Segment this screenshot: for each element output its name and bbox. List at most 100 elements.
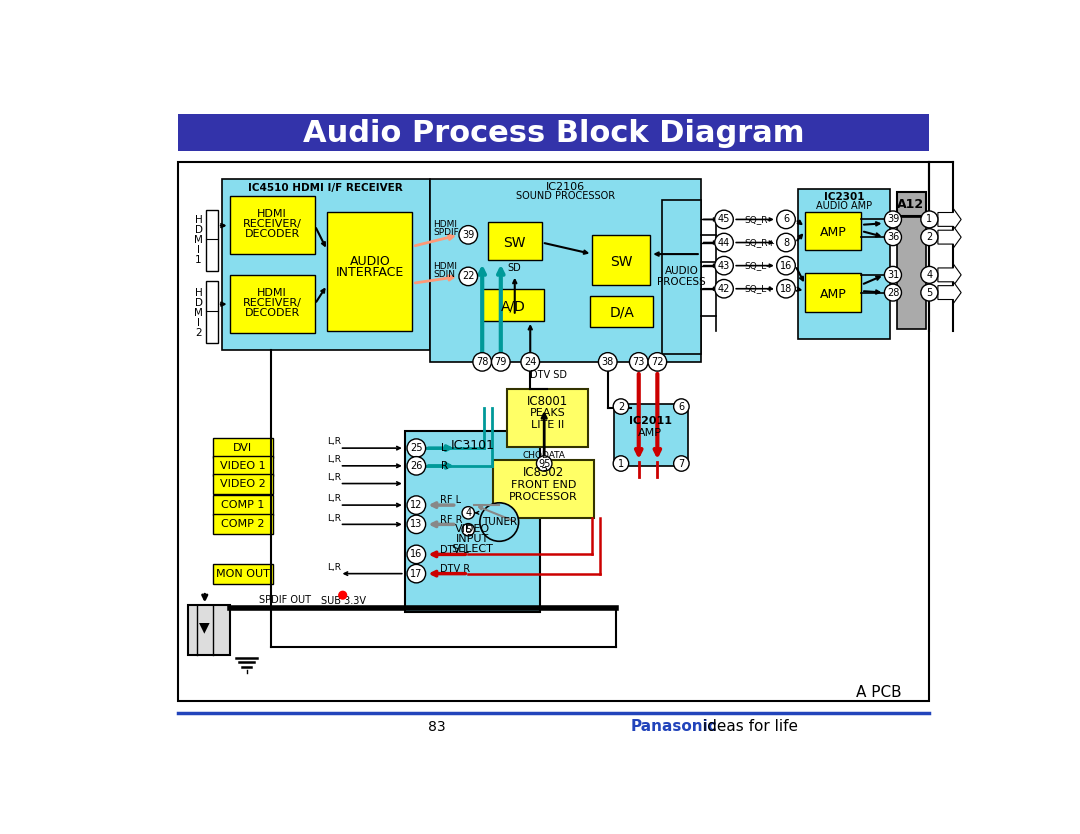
FancyArrow shape: [937, 208, 961, 230]
Text: SQ_R-: SQ_R-: [744, 215, 770, 224]
Text: M: M: [194, 235, 203, 245]
FancyArrow shape: [937, 226, 961, 248]
Bar: [213, 495, 273, 515]
Text: Audio Process Block Diagram: Audio Process Block Diagram: [302, 119, 805, 148]
Text: FRONT END: FRONT END: [511, 480, 576, 490]
Text: 22: 22: [462, 271, 474, 281]
Text: TUNER: TUNER: [482, 517, 517, 527]
Circle shape: [480, 503, 518, 541]
Text: PROCESS: PROCESS: [657, 277, 705, 287]
Text: HDMI: HDMI: [257, 209, 287, 219]
Text: IC3101: IC3101: [450, 439, 495, 451]
Text: COMP 1: COMP 1: [221, 500, 265, 510]
Text: SPDIF: SPDIF: [433, 228, 459, 237]
Text: D/A: D/A: [609, 305, 634, 319]
Text: 44: 44: [718, 238, 730, 248]
Text: Panasonic: Panasonic: [631, 720, 718, 735]
Circle shape: [921, 284, 937, 301]
Text: L,R: L,R: [327, 437, 341, 445]
Text: DTV SD: DTV SD: [530, 370, 567, 380]
FancyArrow shape: [937, 264, 961, 286]
Text: DECODER: DECODER: [244, 229, 300, 239]
Text: A PCB: A PCB: [855, 686, 902, 701]
Circle shape: [921, 229, 937, 245]
Text: SOUND PROCESSOR: SOUND PROCESSOR: [515, 190, 615, 200]
Text: 4: 4: [465, 508, 471, 518]
Text: 2: 2: [618, 401, 624, 411]
Text: RECEIVER/: RECEIVER/: [243, 298, 301, 308]
Text: DTV L: DTV L: [440, 545, 469, 555]
Text: 78: 78: [476, 357, 488, 367]
Circle shape: [777, 234, 795, 252]
Text: SQ_L-: SQ_L-: [744, 261, 770, 270]
Text: VIDEO 1: VIDEO 1: [220, 461, 266, 471]
Bar: [662, 200, 701, 354]
Text: 1: 1: [195, 255, 202, 265]
Circle shape: [598, 353, 617, 371]
Circle shape: [459, 267, 477, 286]
Text: L,R: L,R: [327, 563, 341, 572]
Circle shape: [407, 456, 426, 475]
Circle shape: [407, 439, 426, 457]
Text: 16: 16: [780, 261, 792, 270]
Circle shape: [407, 565, 426, 583]
Circle shape: [462, 524, 474, 536]
Text: IC4510 HDMI I/F RECEIVER: IC4510 HDMI I/F RECEIVER: [248, 183, 403, 193]
Text: 31: 31: [887, 270, 899, 280]
Text: 4: 4: [927, 270, 932, 280]
Circle shape: [777, 256, 795, 275]
Text: RECEIVER/: RECEIVER/: [243, 219, 301, 229]
Text: 2: 2: [195, 328, 202, 338]
Text: IC2106: IC2106: [545, 182, 584, 192]
Text: 39: 39: [462, 230, 474, 240]
Text: D: D: [194, 298, 203, 308]
Circle shape: [648, 353, 666, 371]
Text: 6: 6: [678, 401, 685, 411]
Circle shape: [921, 211, 937, 228]
Circle shape: [462, 506, 474, 519]
Circle shape: [921, 266, 937, 284]
Text: 42: 42: [718, 284, 730, 294]
Text: IC2011: IC2011: [629, 416, 672, 426]
Text: AMP: AMP: [638, 429, 662, 439]
Bar: [177, 162, 930, 701]
Bar: [213, 564, 273, 584]
Text: 12: 12: [410, 500, 422, 510]
Circle shape: [491, 353, 510, 371]
Text: MON OUT: MON OUT: [216, 569, 270, 579]
Circle shape: [630, 353, 648, 371]
Bar: [188, 605, 230, 656]
Circle shape: [459, 225, 477, 244]
Text: L,R: L,R: [327, 514, 341, 523]
Text: 36: 36: [887, 232, 899, 242]
Circle shape: [537, 456, 552, 471]
Text: AUDIO: AUDIO: [664, 266, 699, 276]
Bar: [798, 188, 890, 339]
Circle shape: [715, 279, 733, 298]
Text: 43: 43: [718, 261, 730, 270]
Text: L,R: L,R: [327, 455, 341, 465]
Text: 2: 2: [927, 232, 932, 242]
Text: PEAKS: PEAKS: [529, 409, 565, 419]
Text: H: H: [194, 215, 202, 225]
Text: 5: 5: [465, 525, 471, 535]
Text: RF R: RF R: [440, 515, 462, 525]
Text: HDMI: HDMI: [433, 220, 457, 229]
Bar: [806, 212, 861, 250]
Text: CHODATA: CHODATA: [523, 451, 566, 460]
Circle shape: [473, 353, 491, 371]
Text: 38: 38: [602, 357, 613, 367]
Text: SDIN: SDIN: [433, 269, 456, 279]
Text: AMP: AMP: [820, 226, 847, 239]
Text: AUDIO: AUDIO: [350, 255, 390, 269]
Text: AUDIO AMP: AUDIO AMP: [816, 201, 873, 211]
Text: 73: 73: [633, 357, 645, 367]
Text: 79: 79: [495, 357, 507, 367]
Text: SUB 3.3V: SUB 3.3V: [321, 595, 366, 605]
Text: IC8302: IC8302: [523, 466, 564, 480]
Text: SW: SW: [503, 235, 526, 249]
Circle shape: [777, 279, 795, 298]
Text: 95: 95: [538, 459, 551, 469]
Bar: [592, 235, 650, 285]
Text: LITE II: LITE II: [530, 420, 564, 430]
